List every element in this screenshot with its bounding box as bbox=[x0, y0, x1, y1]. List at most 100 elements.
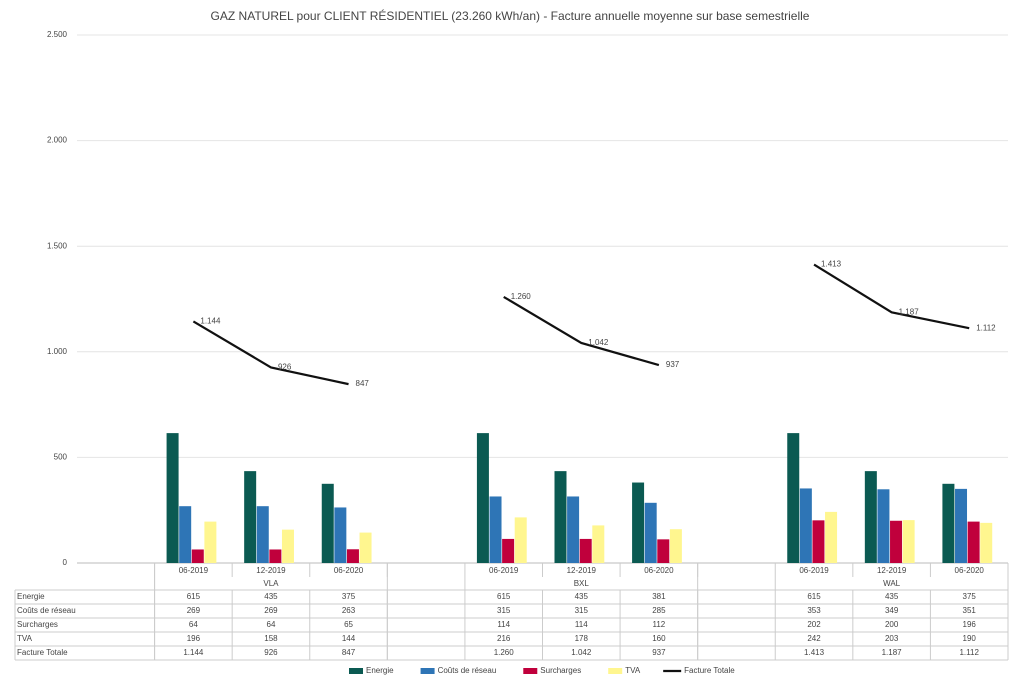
data-label: 1.112 bbox=[976, 323, 996, 332]
table-cell: 381 bbox=[652, 592, 666, 601]
x-tick-label: 06-2020 bbox=[644, 566, 674, 575]
x-tick-label: 12-2019 bbox=[877, 566, 907, 575]
bar bbox=[502, 538, 515, 563]
table-cell: 1.187 bbox=[882, 648, 903, 657]
bar bbox=[191, 549, 204, 563]
table-cell: 615 bbox=[497, 592, 511, 601]
data-label: 1.042 bbox=[588, 338, 609, 347]
bar bbox=[644, 502, 657, 563]
x-tick-label: 06-2019 bbox=[799, 566, 829, 575]
table-cell: 375 bbox=[342, 592, 356, 601]
bar bbox=[902, 520, 915, 563]
chart-title: GAZ NATUREL pour CLIENT RÉSIDENTIEL (23.… bbox=[211, 8, 810, 23]
bar bbox=[346, 549, 359, 563]
table-row-label: Energie bbox=[17, 592, 45, 601]
table-cell: 1.144 bbox=[183, 648, 204, 657]
y-tick-label: 2.500 bbox=[47, 30, 68, 39]
line bbox=[503, 295, 660, 367]
x-tick-label: 06-2019 bbox=[179, 566, 209, 575]
table-cell: 114 bbox=[575, 620, 588, 629]
table-cell: 65 bbox=[344, 620, 353, 629]
bar bbox=[812, 520, 825, 563]
group-label: BXL bbox=[574, 579, 590, 588]
bar bbox=[942, 483, 955, 563]
bar bbox=[592, 525, 605, 563]
x-tick-label: 06-2020 bbox=[955, 566, 985, 575]
table-cell: 202 bbox=[807, 620, 821, 629]
bar bbox=[877, 489, 890, 563]
table-cell: 196 bbox=[187, 634, 201, 643]
bar bbox=[256, 506, 269, 563]
table-cell: 315 bbox=[575, 606, 589, 615]
table-row-label: TVA bbox=[17, 634, 33, 643]
y-tick-label: 1.000 bbox=[47, 347, 68, 356]
table-cell: 847 bbox=[342, 648, 356, 657]
legend-swatch bbox=[523, 668, 538, 674]
table-row-label: Surcharges bbox=[17, 620, 58, 629]
legend-swatch bbox=[349, 668, 363, 674]
data-label: 1.187 bbox=[899, 307, 920, 316]
bar bbox=[359, 532, 372, 563]
bar bbox=[567, 496, 580, 563]
x-tick-label: 12-2019 bbox=[567, 566, 597, 575]
table-cell: 285 bbox=[652, 606, 666, 615]
bar bbox=[980, 522, 993, 563]
table-cell: 1.042 bbox=[571, 648, 592, 657]
bar bbox=[787, 433, 800, 563]
bar bbox=[204, 521, 217, 563]
table-cell: 1.413 bbox=[804, 648, 825, 657]
table-cell: 64 bbox=[267, 620, 276, 629]
line bbox=[192, 320, 349, 386]
legend-swatch bbox=[608, 668, 623, 674]
bar bbox=[281, 529, 294, 563]
bar bbox=[554, 471, 567, 563]
table-cell: 112 bbox=[652, 620, 665, 629]
x-tick-label: 12-2019 bbox=[256, 566, 286, 575]
table-cell: 615 bbox=[807, 592, 821, 601]
data-label: 1.144 bbox=[200, 316, 221, 325]
table-cell: 615 bbox=[187, 592, 201, 601]
data-label: 926 bbox=[278, 363, 292, 372]
data-label: 847 bbox=[356, 379, 370, 388]
table-cell: 269 bbox=[187, 606, 201, 615]
table-cell: 926 bbox=[264, 648, 278, 657]
bar bbox=[269, 549, 282, 563]
legend-label: Energie bbox=[366, 666, 394, 675]
legend-label: Coûts de réseau bbox=[438, 666, 497, 675]
data-label: 937 bbox=[666, 360, 680, 369]
table-cell: 190 bbox=[963, 634, 977, 643]
table-cell: 435 bbox=[885, 592, 899, 601]
data-label: 1.413 bbox=[821, 260, 842, 269]
table-cell: 937 bbox=[652, 648, 666, 657]
table-row-label: Facture Totale bbox=[17, 648, 68, 657]
table-cell: 435 bbox=[575, 592, 589, 601]
table-cell: 263 bbox=[342, 606, 356, 615]
bar bbox=[955, 488, 968, 563]
bar bbox=[489, 496, 502, 563]
table-cell: 216 bbox=[497, 634, 511, 643]
bar bbox=[166, 433, 179, 563]
table-cell: 269 bbox=[264, 606, 278, 615]
table-cell: 160 bbox=[652, 634, 666, 643]
bar bbox=[632, 482, 645, 563]
y-tick-label: 500 bbox=[54, 453, 68, 462]
table-cell: 64 bbox=[189, 620, 198, 629]
table-cell: 242 bbox=[807, 634, 821, 643]
bar bbox=[244, 471, 257, 563]
table-row-label: Coûts de réseau bbox=[17, 606, 76, 615]
y-tick-label: 2.000 bbox=[47, 136, 68, 145]
bar bbox=[967, 521, 980, 563]
bar bbox=[864, 471, 877, 563]
table-cell: 144 bbox=[342, 634, 356, 643]
legend-label: TVA bbox=[625, 666, 641, 675]
data-label: 1.260 bbox=[511, 292, 532, 301]
table-cell: 1.260 bbox=[494, 648, 515, 657]
bar bbox=[334, 507, 347, 563]
table-cell: 114 bbox=[497, 620, 510, 629]
table-cell: 200 bbox=[885, 620, 899, 629]
table-cell: 1.112 bbox=[959, 648, 979, 657]
bar bbox=[514, 517, 527, 563]
bar bbox=[890, 520, 903, 563]
legend-swatch bbox=[420, 668, 435, 674]
